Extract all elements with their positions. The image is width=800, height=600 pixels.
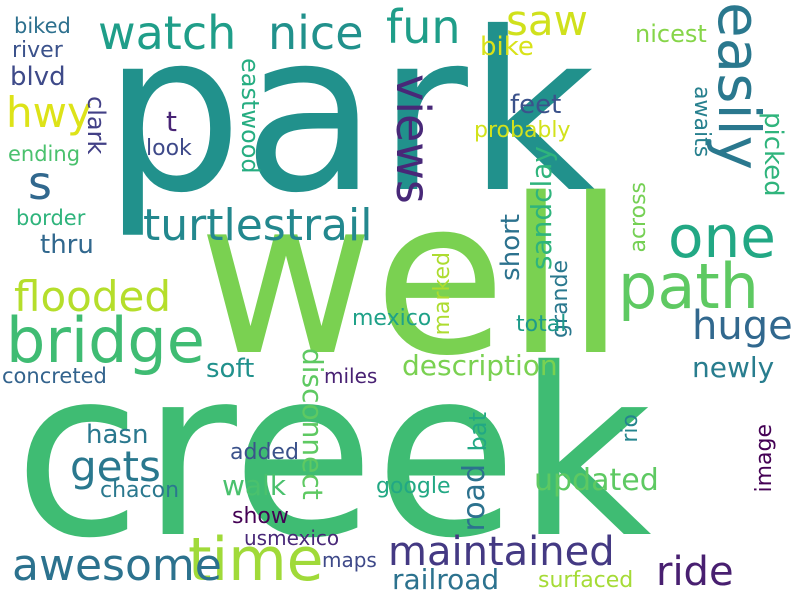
word-marked: marked <box>430 252 455 336</box>
word-ride: ride <box>656 549 734 595</box>
word-river: river <box>12 38 63 63</box>
word-picked: picked <box>758 112 788 197</box>
word-biked: biked <box>14 14 71 38</box>
word-rio: rio <box>618 414 643 443</box>
word-disconnect: disconnect <box>296 348 329 500</box>
word-hasn: hasn <box>86 420 149 450</box>
word-saw: saw <box>506 0 588 45</box>
word-walk: walk <box>222 469 287 502</box>
word-miles: miles <box>324 364 378 388</box>
word-newly: newly <box>692 351 775 384</box>
word-railroad: railroad <box>392 563 500 596</box>
word-views: views <box>386 74 440 204</box>
word-chacon: chacon <box>100 478 180 503</box>
word-image: image <box>752 424 777 493</box>
word-total: total <box>516 312 567 337</box>
word-surfaced: surfaced <box>538 568 634 593</box>
word-feet: feet <box>510 90 562 120</box>
word-description: description <box>402 349 558 382</box>
word-thru: thru <box>40 230 94 260</box>
word-bike: bike <box>480 32 534 62</box>
word-sandclay: sandclay <box>525 146 558 271</box>
word-bridge: bridge <box>6 304 205 377</box>
word-updated: updated <box>534 463 659 498</box>
word-probably: probably <box>474 118 571 143</box>
word-s: s <box>28 156 52 210</box>
word-watch: watch <box>98 6 237 60</box>
word-bat: bat <box>464 412 492 452</box>
word-border: border <box>16 206 86 230</box>
word-soft: soft <box>206 354 255 384</box>
word-nice: nice <box>268 6 364 60</box>
word-short: short <box>496 214 526 281</box>
word-road: road <box>457 464 492 532</box>
word-flooded: flooded <box>14 272 172 321</box>
word-eastwood: eastwood <box>236 58 264 174</box>
word-one: one <box>668 203 776 271</box>
word-awaits: awaits <box>689 86 714 158</box>
word-path: path <box>618 250 759 323</box>
word-mexico: mexico <box>352 306 432 331</box>
word-gets: gets <box>70 442 161 491</box>
word-easily: easily <box>705 2 773 170</box>
word-time: time <box>188 525 324 595</box>
word-hwy: hwy <box>6 88 92 137</box>
word-huge: huge <box>692 303 793 349</box>
word-google: google <box>376 474 451 499</box>
word-look: look <box>146 136 192 161</box>
word-ending: ending <box>8 142 81 166</box>
word-across: across <box>626 182 651 253</box>
word-t: t <box>166 105 177 138</box>
word-show: show <box>232 504 289 529</box>
word-well: well <box>198 152 626 403</box>
word-turtlestrail: turtlestrail <box>143 200 373 251</box>
word-fun: fun <box>386 0 461 54</box>
word-blvd: blvd <box>10 62 66 92</box>
word-added: added <box>230 440 299 465</box>
word-clark: clark <box>82 96 110 155</box>
word-maintained: maintained <box>388 529 615 575</box>
word-park: park <box>103 0 596 241</box>
word-usmexico: usmexico <box>244 526 340 550</box>
word-concreted: concreted <box>2 364 107 388</box>
word-maps: maps <box>322 548 377 572</box>
word-awesome: awesome <box>12 540 222 591</box>
word-nicest: nicest <box>635 20 707 48</box>
word-creek: creek <box>14 319 652 589</box>
